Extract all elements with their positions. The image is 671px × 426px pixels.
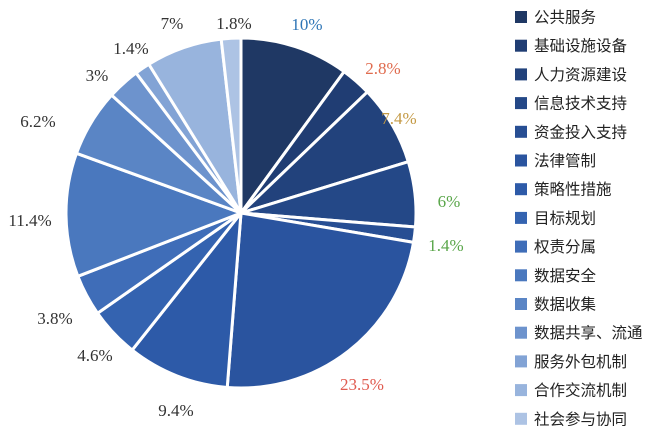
legend-label: 目标规划 [534,209,596,227]
legend-swatch [515,183,527,196]
data-label: 2.8% [365,59,400,78]
pie-slice [219,36,243,215]
pie-slice [64,151,243,278]
legend-swatch [515,97,527,110]
legend-swatch [515,211,527,224]
legend-label: 数据共享、流通 [534,324,643,342]
pie-labels: 10% 2.8% 7.4% 6% 1.4% 23.5% 9.4% 4.6% 3.8% 11.4% 6… [8,14,463,420]
legend-swatch [515,240,527,253]
legend-swatch [515,39,527,52]
data-label: 4.6% [77,346,112,365]
pie-slice [239,36,346,215]
legend-swatch [515,154,527,167]
legend-swatch [515,269,527,282]
legend-swatch [515,384,527,397]
data-label: 1.4% [113,39,148,58]
legend-swatch [515,298,527,310]
legend-swatch [515,125,527,138]
legend-label: 权责分属 [534,238,596,256]
data-label: 7% [161,14,184,33]
data-label: 11.4% [8,211,51,230]
data-label: 1.4% [428,236,463,255]
legend-swatch [515,412,527,425]
legend: 公共服务基础设施设备人力资源建设信息技术支持资金投入支持法律管制策略性措施目标规… [515,9,643,426]
data-label: 10% [291,15,322,34]
legend-label: 基础设施设备 [534,37,628,55]
legend-label: 数据收集 [534,296,596,314]
pie-slice [225,211,416,390]
legend-label: 合作交流机制 [534,382,627,400]
legend-label: 信息技术支持 [534,95,627,113]
legend-label: 社会参与协同 [534,410,627,426]
data-label: 3% [86,66,109,85]
data-label: 6% [438,192,461,211]
legend-swatch [515,11,527,23]
data-label: 9.4% [158,401,193,420]
legend-label: 策略性措施 [534,181,612,199]
legend-label: 法律管制 [534,152,596,170]
data-label: 3.8% [37,309,72,328]
legend-label: 人力资源建设 [534,66,627,84]
data-label: 6.2% [20,112,55,131]
data-label: 23.5% [340,375,384,394]
legend-swatch [515,355,527,368]
legend-label: 公共服务 [534,9,596,27]
legend-label: 数据安全 [534,267,597,285]
legend-label: 资金投入支持 [534,123,627,141]
data-label: 7.4% [381,109,416,128]
pie-slice [130,211,243,389]
legend-swatch [515,326,527,339]
data-label: 1.8% [216,14,251,33]
pie-slices [64,36,418,390]
legend-swatch [515,68,527,81]
legend-label: 服务外包机制 [534,353,627,371]
